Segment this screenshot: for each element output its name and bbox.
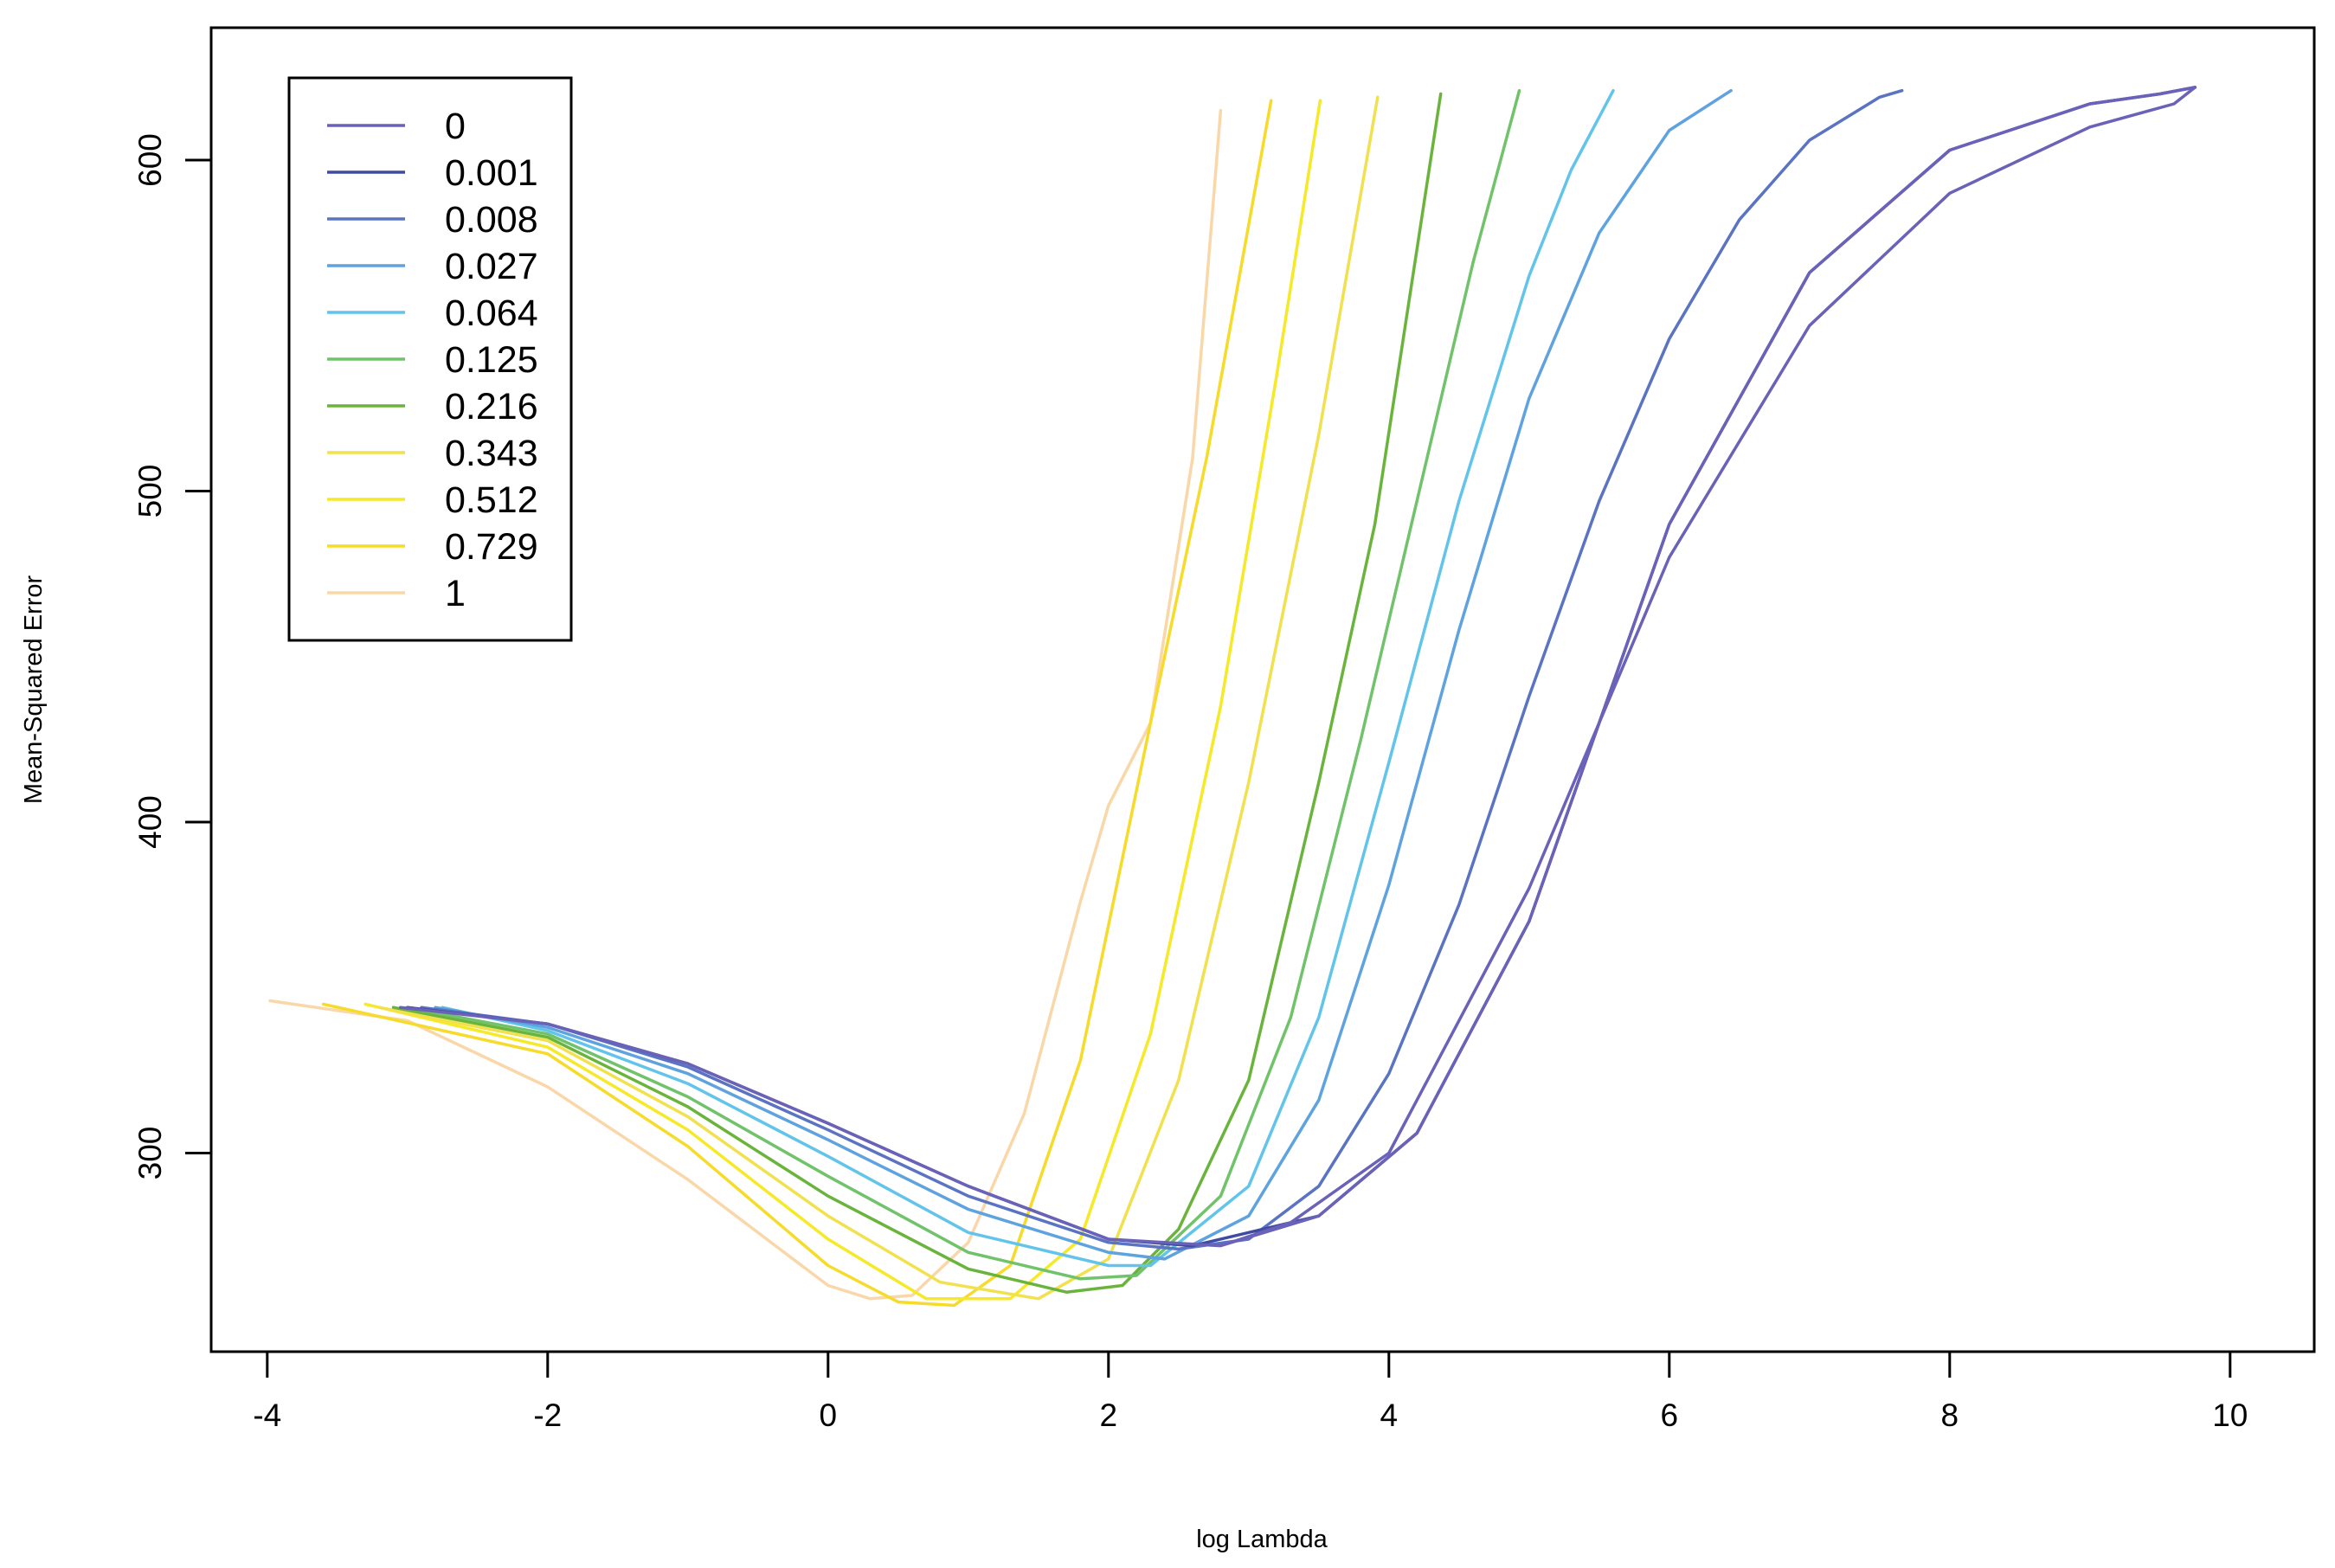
x-tick-label: 8 bbox=[1941, 1398, 1959, 1433]
y-tick-label: 600 bbox=[132, 133, 168, 187]
legend-label: 0 bbox=[445, 106, 466, 147]
y-axis-title: Mean-Squared Error bbox=[20, 575, 48, 804]
legend-label: 0.512 bbox=[445, 479, 538, 521]
series-line-0 bbox=[398, 86, 2197, 1248]
legend-label: 1 bbox=[445, 573, 466, 614]
y-axis: 300 400 500 600 bbox=[132, 133, 213, 1180]
y-tick-label: 400 bbox=[132, 795, 168, 849]
x-axis: -4 -2 0 2 4 6 8 10 bbox=[253, 1350, 2248, 1433]
y-tick-label: 500 bbox=[132, 465, 168, 518]
legend-label: 0.343 bbox=[445, 433, 538, 474]
series-line-0.729 bbox=[321, 99, 1273, 1308]
x-tick-label: 6 bbox=[1661, 1398, 1679, 1433]
x-tick-label: 0 bbox=[820, 1398, 838, 1433]
series-layer bbox=[268, 86, 2197, 1308]
x-tick-label: -2 bbox=[533, 1398, 562, 1433]
series-line-0.064 bbox=[441, 88, 1615, 1268]
legend-label: 0.001 bbox=[445, 152, 538, 194]
legend-label: 0.125 bbox=[445, 339, 538, 381]
series-line-0.343 bbox=[377, 95, 1380, 1301]
x-axis-title: log Lambda bbox=[1196, 1526, 1328, 1553]
x-tick-label: -4 bbox=[253, 1398, 281, 1433]
legend-label: 0.216 bbox=[445, 386, 538, 427]
series-line-0.008 bbox=[420, 88, 1904, 1251]
legend-label: 0.027 bbox=[445, 246, 538, 287]
x-tick-label: 10 bbox=[2212, 1398, 2248, 1433]
legend-label: 0.729 bbox=[445, 526, 538, 568]
series-line-1 bbox=[268, 108, 1223, 1301]
series-line-0.216 bbox=[391, 92, 1443, 1294]
series-line-0.001 bbox=[406, 86, 2197, 1248]
series-line-0.125 bbox=[406, 88, 1521, 1281]
series-line-0.027 bbox=[434, 88, 1733, 1261]
x-tick-label: 4 bbox=[1380, 1398, 1399, 1433]
x-tick-label: 2 bbox=[1100, 1398, 1118, 1433]
legend: 0 0.001 0.008 0.027 0.064 0.125 0.216 0.343 0.51… bbox=[287, 76, 573, 642]
legend-label: 0.064 bbox=[445, 292, 538, 334]
series-line-0.512 bbox=[363, 99, 1322, 1301]
y-tick-label: 300 bbox=[132, 1127, 168, 1180]
legend-label: 0.008 bbox=[445, 199, 538, 241]
